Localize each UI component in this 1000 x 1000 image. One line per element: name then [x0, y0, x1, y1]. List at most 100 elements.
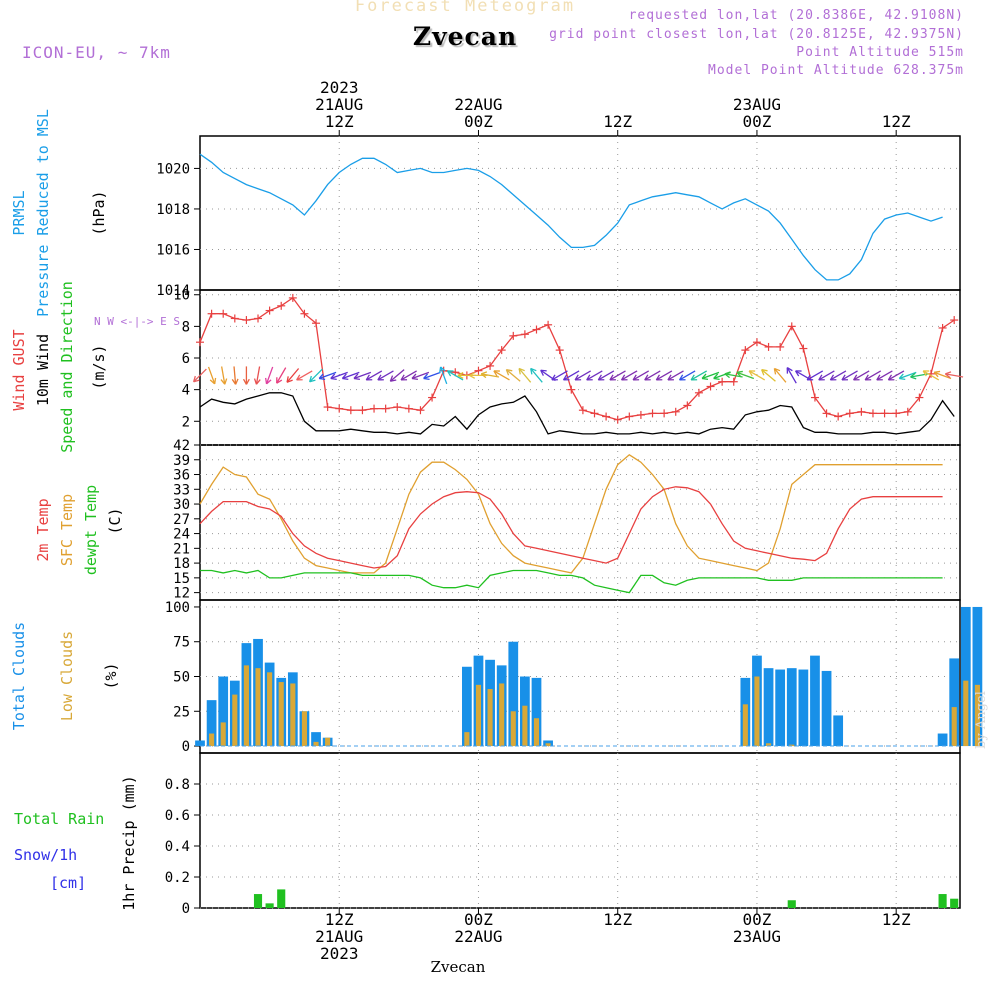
ytick-label: 0.6: [165, 808, 190, 824]
gust-marker: [532, 325, 541, 334]
wind-arrow-head: [876, 374, 881, 381]
total-cloud-bar: [461, 666, 472, 747]
wind-arrow-head: [678, 374, 684, 381]
rain-bar: [950, 898, 959, 908]
total-cloud-bar: [798, 669, 809, 747]
wind-arrow-head: [713, 377, 720, 381]
wind-arrow-shaft: [411, 371, 430, 380]
ytick-label: 75: [173, 635, 190, 651]
wind-arrow-head: [597, 374, 602, 381]
gust-marker: [671, 407, 680, 416]
snow-label: Snow/1h: [14, 846, 77, 864]
wind-arrow-head: [551, 374, 556, 381]
ytick-label: 12: [173, 586, 190, 602]
wind-arrow-head: [242, 378, 247, 385]
wind-arrow-head: [390, 379, 397, 382]
gust-marker: [776, 342, 785, 351]
gust-marker: [590, 409, 599, 418]
ytick-label: 1018: [156, 202, 190, 218]
gust-marker: [892, 409, 901, 418]
wind-arrow-shaft: [773, 368, 787, 383]
wind-arrow-head: [574, 374, 579, 381]
wind-arrow: [933, 370, 952, 380]
wind-arrow: [318, 371, 337, 381]
wind-arrow-shaft: [342, 371, 360, 380]
wind-arrow-shaft: [296, 370, 313, 381]
wind-arrow-head: [220, 379, 226, 385]
gust-line: [199, 297, 955, 421]
wind-compass: N W <-|-> E S: [94, 315, 180, 328]
wind-arrow: [562, 370, 580, 381]
sfc-temp-line: [199, 453, 943, 574]
gust-marker: [648, 409, 657, 418]
wind-arrow-shaft: [265, 366, 274, 385]
wind-arrow-head: [910, 372, 916, 378]
gust-marker: [497, 346, 506, 355]
low-cloud-bar: [510, 711, 516, 747]
gust-marker: [938, 323, 947, 332]
wind-arrow-head: [286, 376, 289, 383]
wind-arrow-head: [253, 378, 258, 385]
wind-arrow-shaft: [899, 371, 917, 380]
wind-arrow: [276, 367, 287, 384]
wind-arrow-shaft: [493, 370, 510, 381]
bottom-time-label: 12Z: [882, 910, 911, 929]
ytick-label: 15: [173, 571, 190, 587]
total-cloud-bar: [508, 641, 519, 747]
wind-arrow: [922, 370, 940, 381]
wind-arrow-head: [469, 371, 476, 376]
dewpoint-line: [200, 569, 943, 594]
wind-arrow-head: [234, 378, 239, 385]
panel-frame-pressure: [199, 135, 961, 291]
wind-arrow-shaft: [207, 366, 216, 385]
snow-unit: [cm]: [50, 874, 86, 892]
ytick-label: 50: [173, 670, 190, 686]
gust-marker: [196, 338, 204, 347]
bottom-time-label: 23AUG: [733, 927, 781, 946]
low-cloud-bar: [301, 711, 307, 747]
total-cloud-bar: [218, 676, 229, 747]
wind-arrow: [876, 370, 893, 381]
wind-arrow-head: [761, 368, 768, 372]
wind-arrow-head: [829, 374, 835, 381]
model-name: ICON-EU, ~ 7km: [22, 43, 171, 62]
wind-arrow-head: [586, 374, 591, 381]
gust-marker: [706, 382, 715, 391]
top-time-label: 23AUG: [733, 95, 781, 114]
pressure-unit: (hPa): [90, 190, 108, 235]
wind10m-label: 10m Wind: [34, 334, 52, 406]
wind-arrow-head: [245, 378, 250, 385]
wind-arrow: [505, 368, 521, 382]
wind-arrow-head: [530, 367, 537, 372]
gust-marker: [822, 409, 831, 418]
ytick-label: 0: [182, 739, 190, 755]
wind-arrow-shaft: [518, 368, 532, 383]
wind-arrow-head: [439, 366, 442, 373]
low-cloud-bar: [278, 682, 284, 747]
wind-arrow: [597, 370, 615, 381]
ytick-label: 1014: [156, 283, 190, 299]
wind-arrow-head: [934, 370, 941, 373]
total-cloud-bar: [311, 732, 321, 747]
wind-arrow-head: [224, 378, 228, 385]
gust-marker: [799, 344, 808, 353]
top-time-label: 2023: [320, 78, 359, 97]
gust-marker: [636, 410, 645, 419]
top-time-label: 21AUG: [315, 95, 363, 114]
wind-arrow-shaft: [365, 370, 383, 381]
wind-arrow-head: [309, 379, 316, 383]
wind-arrow-head: [209, 379, 216, 385]
wind-arrow-shaft: [330, 371, 348, 380]
wind-arrow: [423, 371, 441, 381]
gust-marker: [787, 322, 796, 331]
gust-marker: [381, 404, 390, 413]
wind-speed-dir-label: Speed and Direction: [58, 281, 76, 453]
footer-location: Zvecan: [431, 958, 486, 976]
gust-marker: [880, 409, 889, 418]
wind-arrow-head: [423, 373, 429, 379]
wind-arrow-head: [540, 369, 547, 372]
total-cloud-bar: [775, 669, 786, 747]
wind-arrow-head: [193, 379, 200, 383]
watermark: by Angel: [974, 691, 989, 749]
wind-arrow-head: [505, 369, 510, 376]
